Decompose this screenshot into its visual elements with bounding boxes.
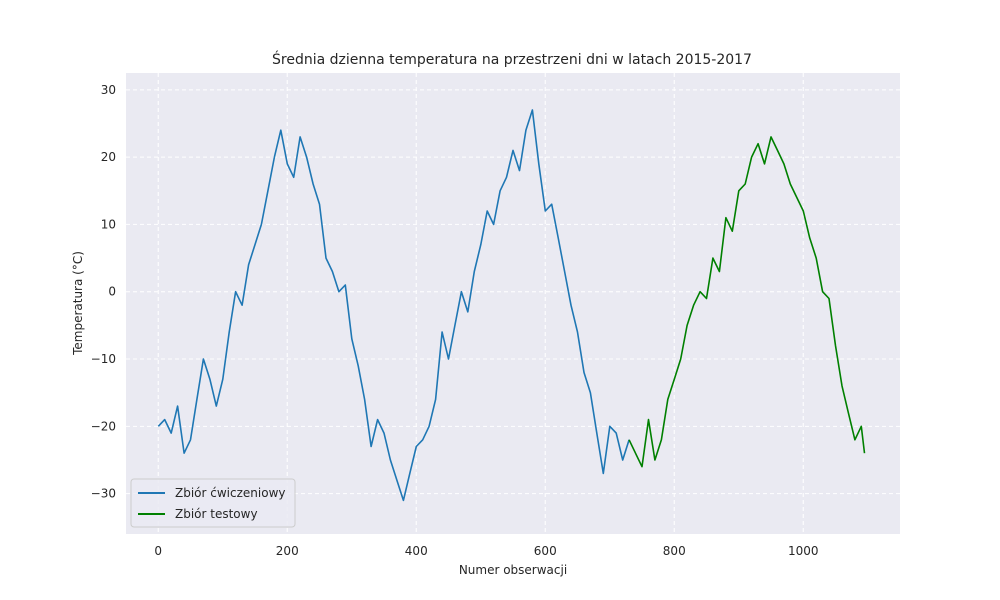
x-tick-label: 800 [663,544,686,558]
y-tick-label: 10 [101,217,116,231]
x-tick-label: 1000 [788,544,819,558]
chart-title: Średnia dzienna temperatura na przestrze… [272,50,752,68]
x-tick-labels: 0 200 400 600 800 1000 [154,544,818,558]
legend-label-test: Zbiór testowy [175,507,258,521]
x-axis-label: Numer obserwacji [459,563,567,577]
legend-label-train: Zbiór ćwiczeniowy [175,486,285,500]
y-tick-label: −10 [91,352,116,366]
series-line-train [157,109,630,502]
x-tick-label: 400 [405,544,428,558]
series-line-test [628,136,866,468]
y-tick-labels: −30 −20 −10 0 10 20 30 [91,83,116,501]
legend-box [130,478,296,528]
series-lines [157,109,866,502]
y-tick-label: 0 [108,285,116,299]
x-tick-label: 0 [154,544,162,558]
legend: Zbiór ćwiczeniowy Zbiór testowy [130,478,296,528]
y-tick-label: −20 [91,419,116,433]
y-tick-label: 20 [101,150,116,164]
x-tick-label: 200 [276,544,299,558]
y-axis-label: Temperatura (°C) [71,251,85,356]
y-tick-label: −30 [91,487,116,501]
y-tick-label: 30 [101,83,116,97]
x-tick-label: 600 [534,544,557,558]
